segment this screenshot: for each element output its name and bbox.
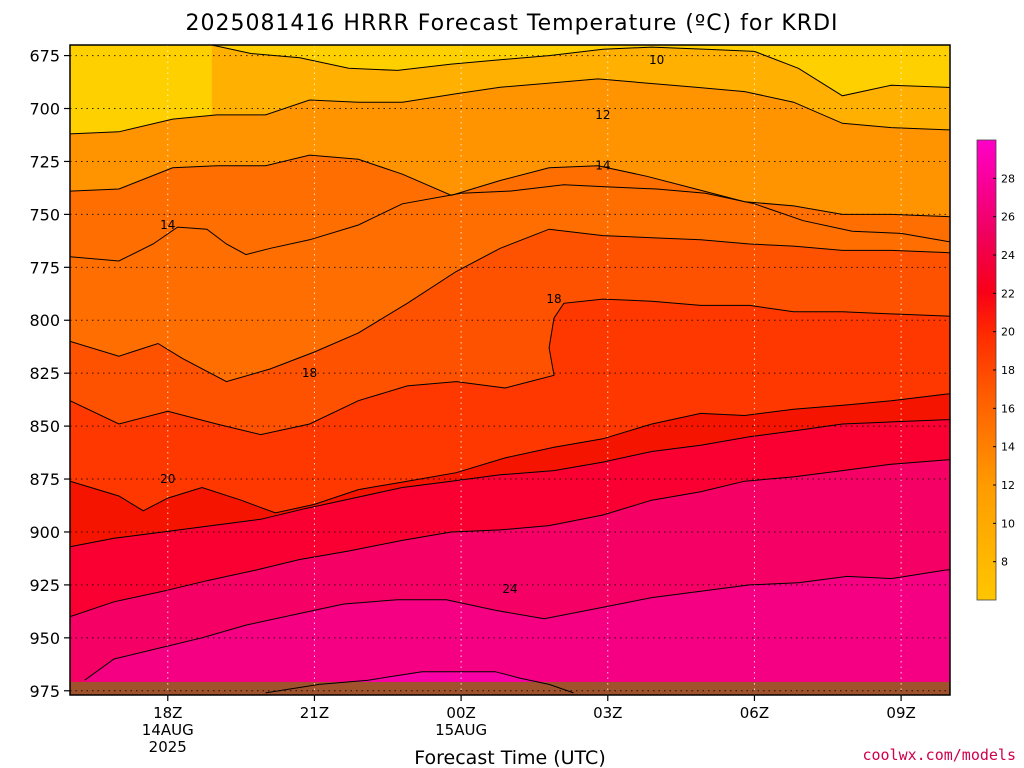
colorbar-tick-label-14: 14 xyxy=(1001,441,1015,454)
x-tick-label: 14AUG xyxy=(142,721,194,739)
contour-18C-5 xyxy=(70,298,950,436)
colorbar-tick-label-12: 12 xyxy=(1001,479,1015,492)
x-tick-label: 09Z xyxy=(886,704,915,722)
contour-labels: 10 12 14 14 18 18 20 24 xyxy=(160,53,664,596)
colorbar-ticks: 8 10 12 14 16 18 20 22 24 26 28 xyxy=(993,172,1015,569)
chart-title: 2025081416 HRRR Forecast Temperature (ºC… xyxy=(185,11,838,36)
y-tick-label-950: 950 xyxy=(29,629,60,648)
y-axis: 675 700 725 750 775 800 825 850 875 900 925 950 975 xyxy=(29,47,70,701)
plot-area: 10 12 14 14 18 18 20 24 xyxy=(70,45,950,695)
contour-label-20: 20 xyxy=(160,472,175,486)
y-tick-label-850: 850 xyxy=(29,417,60,436)
contour-28C-10 xyxy=(265,671,574,694)
contour-label-10: 10 xyxy=(649,53,664,67)
contour-22C-7 xyxy=(70,419,950,548)
colorbar-tick-label-24: 24 xyxy=(1001,249,1015,262)
band-above-26C-9 xyxy=(84,569,950,695)
x-axis-label: Forecast Time (UTC) xyxy=(414,747,605,768)
x-tick-label: 00Z xyxy=(446,704,475,722)
y-tick-label-825: 825 xyxy=(29,364,60,383)
y-tick-label-975: 975 xyxy=(29,682,60,701)
contour-10C-0 xyxy=(211,45,950,97)
contour-12C-1 xyxy=(70,78,950,135)
ground-strip xyxy=(70,682,950,695)
contour-label-18: 18 xyxy=(546,292,561,306)
contour-26C-9 xyxy=(84,569,950,681)
y-tick-label-675: 675 xyxy=(29,47,60,66)
contour-16C-4 xyxy=(70,228,950,383)
contour-label-14: 14 xyxy=(160,218,175,232)
plot-frame xyxy=(69,44,951,696)
colorbar: 8 10 12 14 16 18 20 22 24 26 28 xyxy=(976,139,1015,601)
colorbar-tick-label-22: 22 xyxy=(1001,287,1015,300)
contour-label-24: 24 xyxy=(502,582,517,596)
contour-label-14: 14 xyxy=(595,159,610,173)
contour-14C-3 xyxy=(70,184,950,262)
grid-lines xyxy=(70,45,950,695)
x-tick-label: 03Z xyxy=(593,704,622,722)
x-tick-label: 18Z xyxy=(153,704,182,722)
y-tick-label-925: 925 xyxy=(29,576,60,595)
colorbar-tick-label-18: 18 xyxy=(1001,364,1015,377)
colorbar-tick-label-10: 10 xyxy=(1001,517,1015,530)
contour-24C-8 xyxy=(70,459,950,618)
x-tick-label: 06Z xyxy=(740,704,769,722)
x-tick-label: 21Z xyxy=(300,704,329,722)
ground-layer xyxy=(70,682,950,695)
colorbar-tick-label-8: 8 xyxy=(1001,556,1008,569)
x-tick-label: 2025 xyxy=(149,738,187,756)
contour-20C-6 xyxy=(70,393,950,514)
contour-label-12: 12 xyxy=(595,108,610,122)
y-tick-label-750: 750 xyxy=(29,205,60,224)
y-tick-label-700: 700 xyxy=(29,100,60,119)
credit-link[interactable]: coolwx.com/models xyxy=(862,746,1016,764)
colorbar-tick-label-28: 28 xyxy=(1001,172,1015,185)
colorbar-tick-label-16: 16 xyxy=(1001,402,1015,415)
colorbar-tick-label-26: 26 xyxy=(1001,211,1015,224)
y-tick-label-800: 800 xyxy=(29,311,60,330)
contour-14C-2 xyxy=(70,154,950,218)
y-tick-label-875: 875 xyxy=(29,470,60,489)
contour-lines xyxy=(70,45,950,694)
y-tick-label-900: 900 xyxy=(29,523,60,542)
colorbar-tick-label-20: 20 xyxy=(1001,326,1015,339)
x-tick-label: 15AUG xyxy=(435,721,487,739)
y-tick-label-725: 725 xyxy=(29,152,60,171)
y-tick-label-775: 775 xyxy=(29,258,60,277)
contour-label-18: 18 xyxy=(302,366,317,380)
temperature-bands xyxy=(70,45,950,695)
